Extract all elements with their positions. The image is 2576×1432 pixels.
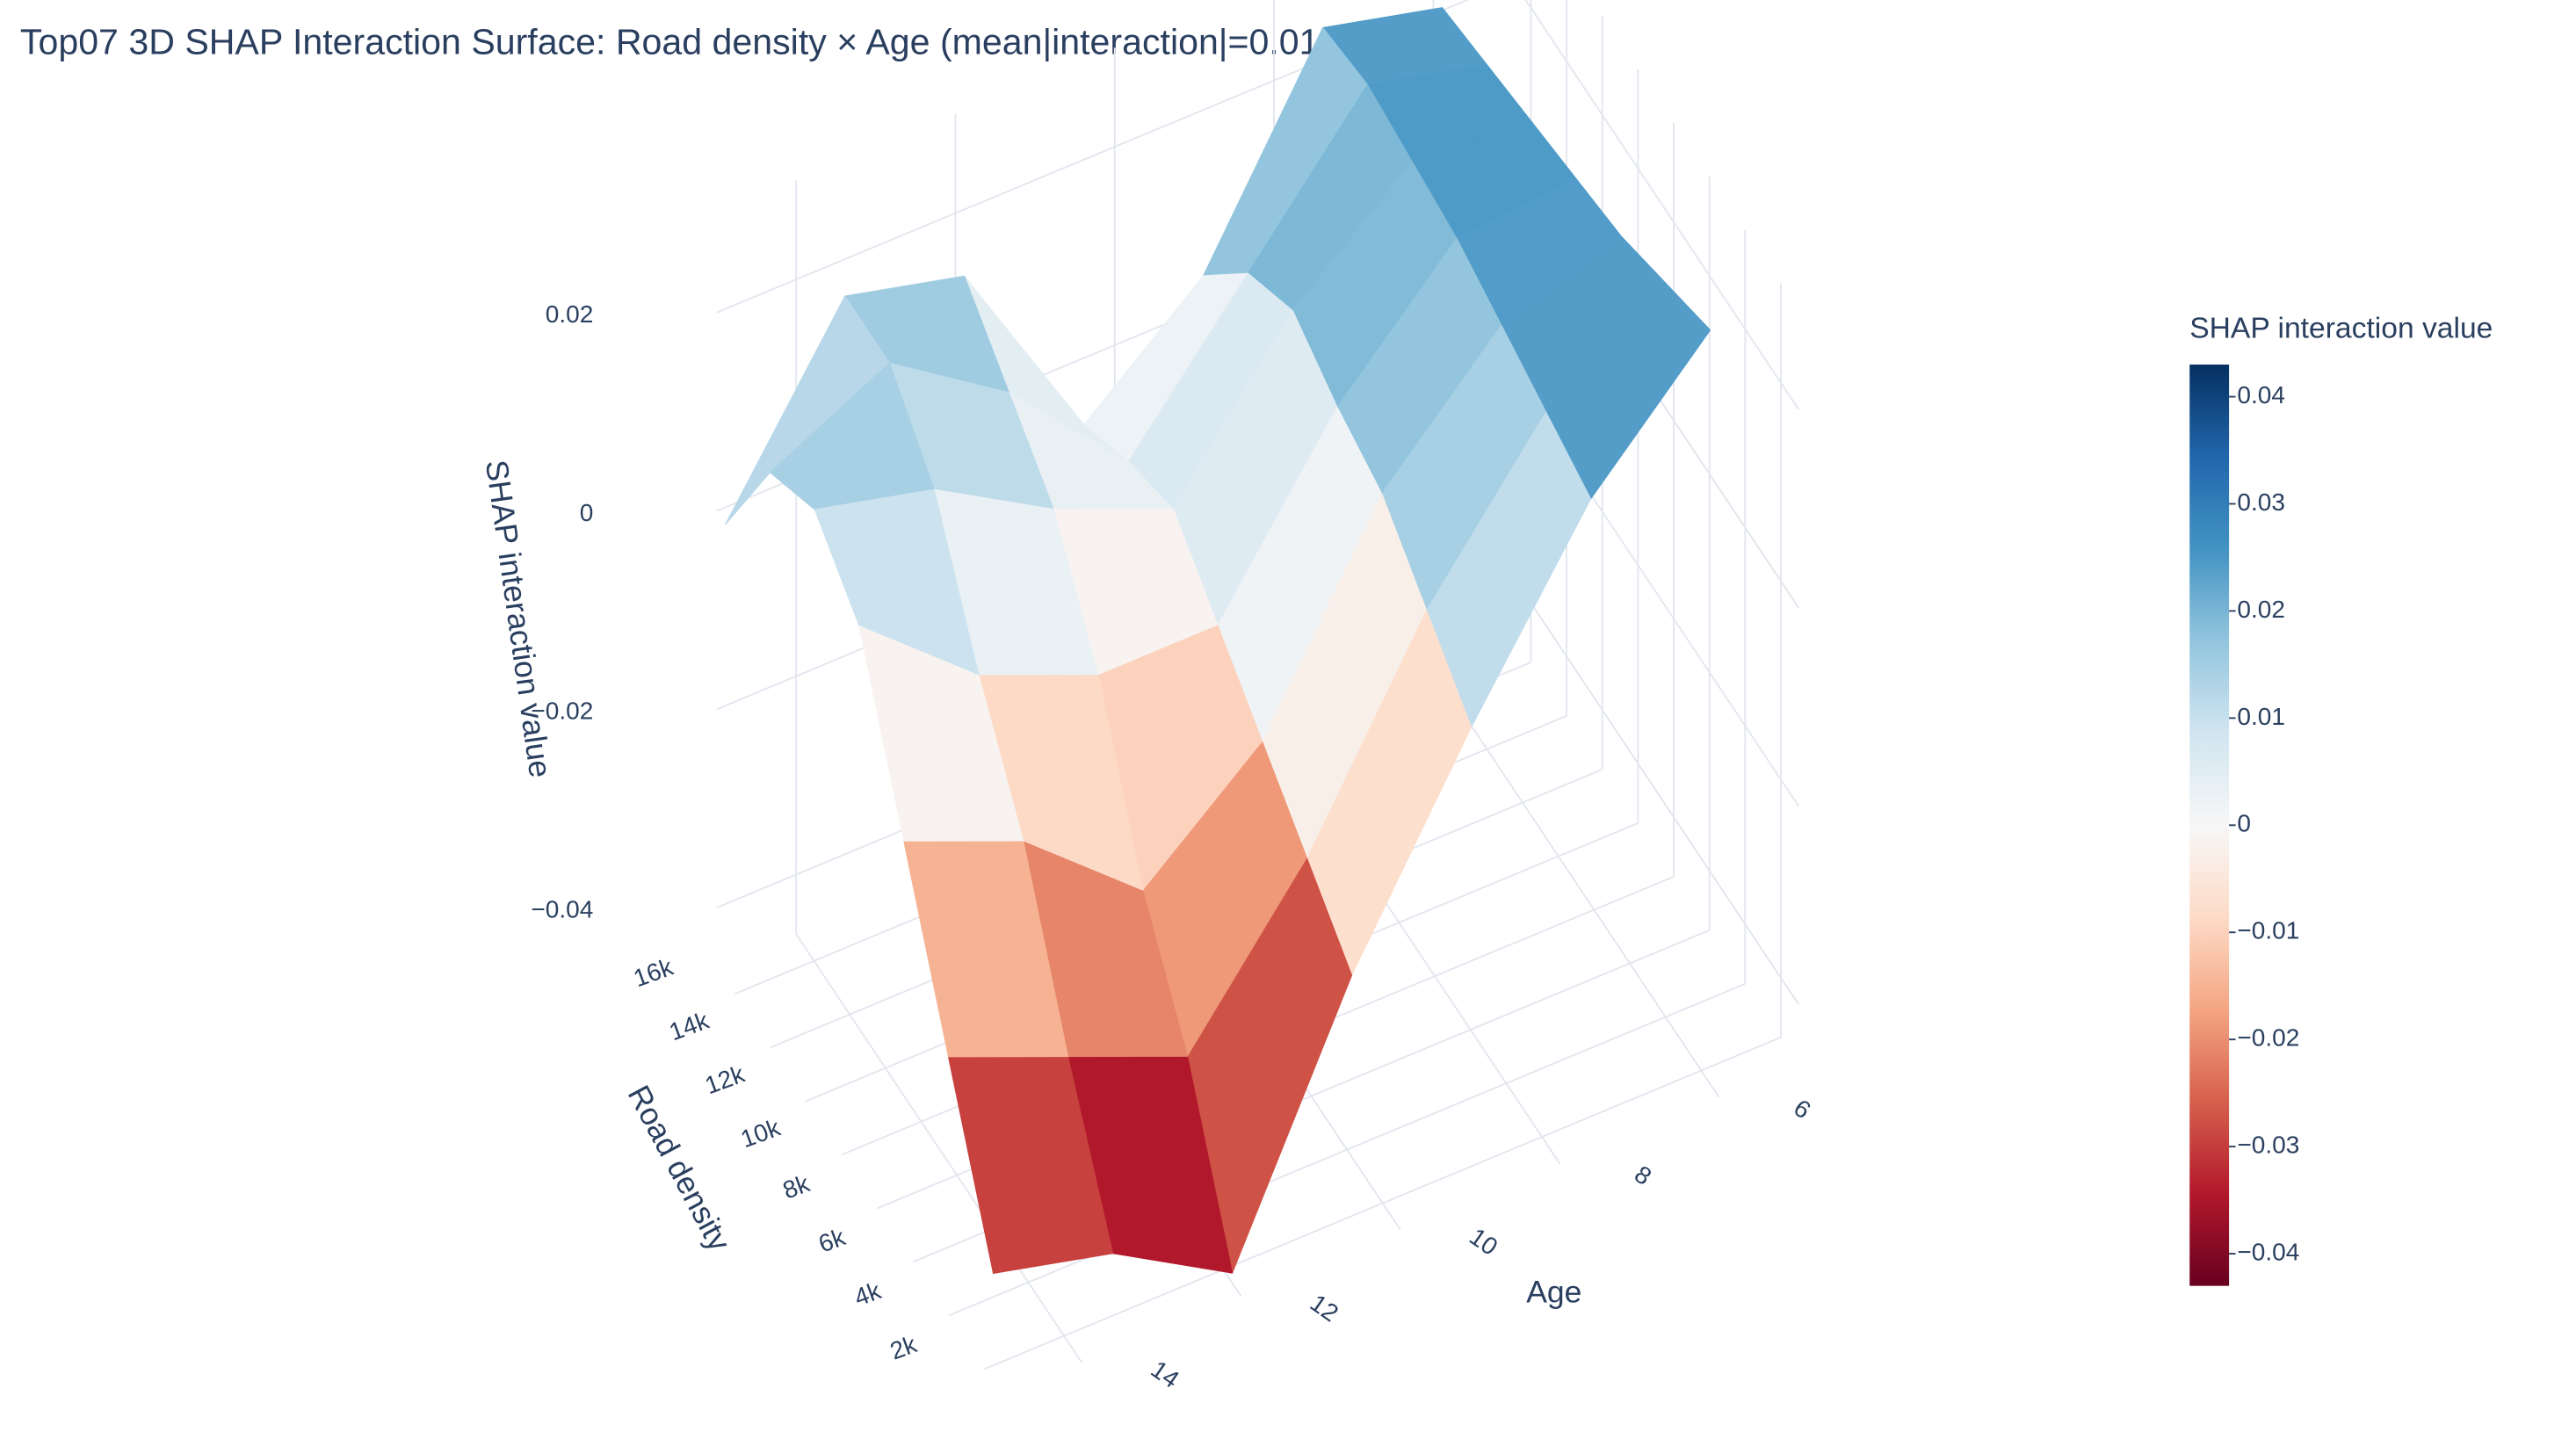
colorbar-tick-label: 0 (2237, 810, 2251, 837)
x-tick-label: 16k (630, 952, 677, 992)
x-tick-label: 12k (701, 1060, 749, 1099)
z-tick-label: 0 (580, 499, 594, 526)
chart-title: Top07 3D SHAP Interaction Surface: Road … (20, 21, 1371, 61)
colorbar-tick-label: 0.04 (2237, 381, 2285, 409)
surface-patch (948, 1057, 1114, 1275)
colorbar-title: SHAP interaction value (2189, 313, 2493, 345)
y-tick-label: 10 (1465, 1223, 1502, 1261)
z-tick-label: −0.04 (531, 895, 593, 922)
colorbar-tick-label: −0.02 (2237, 1024, 2299, 1052)
x-tick-label: 10k (737, 1113, 785, 1153)
z-tick-label: −0.02 (531, 698, 593, 725)
grid-line (1512, 575, 1800, 1006)
y-tick-label: 8 (1630, 1161, 1657, 1190)
x-tick-label: 4k (850, 1277, 885, 1312)
colorbar-tick-label: 0.02 (2237, 596, 2285, 623)
colorbar-tick-label: 0.01 (2237, 703, 2285, 730)
y-tick-label: 12 (1306, 1289, 1343, 1327)
grid-line (795, 933, 1083, 1363)
x-tick-label: 2k (886, 1330, 921, 1365)
colorbar-tick-label: −0.03 (2237, 1132, 2299, 1159)
surface (725, 7, 1711, 1275)
colorbar-tick-label: −0.04 (2237, 1238, 2299, 1265)
x-axis-title: Road density (621, 1080, 738, 1257)
colorbar-tick-label: −0.01 (2237, 917, 2299, 944)
x-tick-label: 14k (666, 1006, 713, 1045)
grid-line (1432, 668, 1720, 1098)
y-tick-label: 6 (1789, 1094, 1816, 1124)
colorbar-tick-label: 0.03 (2237, 488, 2285, 516)
colorbar (2189, 364, 2230, 1286)
grid-line (1524, 0, 1800, 410)
z-axis-title: SHAP interaction value (479, 458, 558, 779)
x-tick-label: 6k (815, 1223, 850, 1258)
z-tick-label: 0.02 (546, 300, 594, 328)
y-tick-label: 14 (1146, 1356, 1183, 1393)
y-axis-title: Age (1526, 1274, 1581, 1309)
x-tick-label: 8k (779, 1169, 814, 1204)
